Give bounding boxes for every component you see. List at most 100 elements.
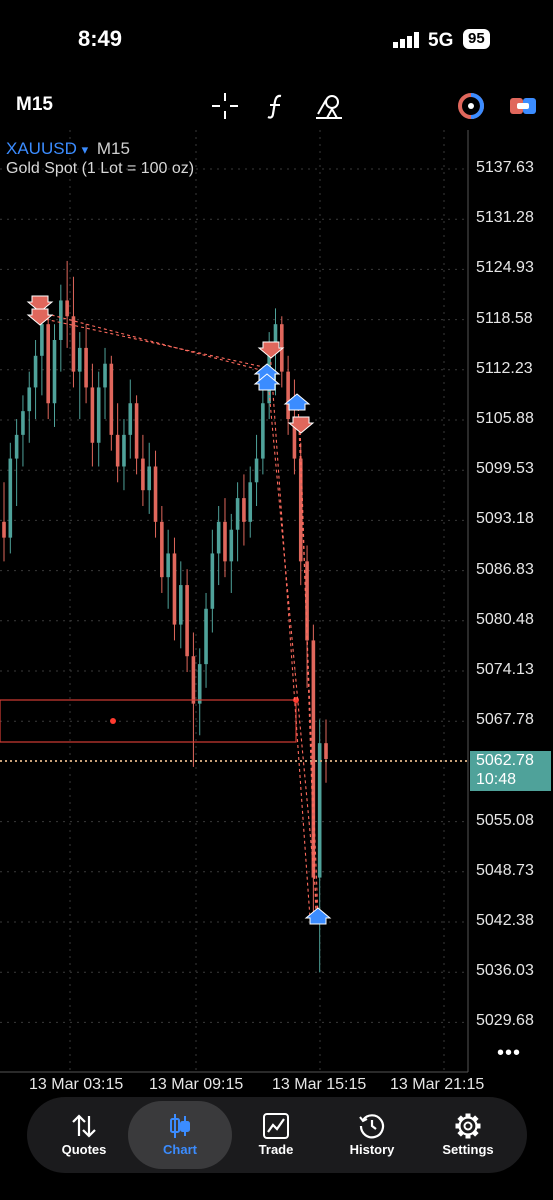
candle-body	[115, 434, 120, 467]
candle-body	[153, 466, 158, 522]
nav-chart[interactable]: Chart	[130, 1101, 230, 1169]
candle-body	[305, 561, 309, 641]
candle-body	[109, 363, 114, 435]
candle-body	[103, 363, 107, 388]
crosshair-icon[interactable]	[210, 92, 240, 120]
trade-panel-icon[interactable]	[508, 92, 538, 120]
time-tick-label: 13 Mar 03:15	[29, 1076, 124, 1093]
price-tick-label: 5137.63	[476, 159, 534, 176]
sell-arrow-markers	[26, 295, 315, 434]
candle-body	[292, 419, 297, 459]
price-tick-label: 5093.18	[476, 510, 534, 528]
candle-body	[59, 300, 63, 340]
candle-body	[324, 743, 328, 759]
price-tick-label: 5080.48	[476, 610, 534, 628]
price-tick-label: 5055.08	[476, 811, 534, 829]
candle-body	[77, 347, 82, 372]
current-price-badge	[470, 751, 551, 791]
objects-icon[interactable]	[314, 92, 344, 120]
nav-quotes[interactable]: Quotes	[34, 1101, 134, 1169]
candle-body	[317, 743, 322, 878]
candle-body	[46, 324, 50, 404]
candle-body	[210, 553, 215, 609]
chart-grid	[0, 130, 468, 1072]
status-time: 8:49	[78, 26, 123, 51]
gear-tooth	[465, 1133, 471, 1139]
network-type: 5G	[428, 30, 454, 51]
nav-history-label: History	[349, 1142, 395, 1157]
symbol-name: XAUUSD	[6, 139, 77, 158]
candle-body	[223, 521, 227, 562]
bottom-navigation	[27, 1097, 527, 1173]
candle-body	[90, 387, 95, 443]
candle-body	[216, 521, 221, 554]
candle-body	[33, 355, 38, 388]
candle-body	[96, 387, 101, 443]
nav-quotes-label: Quotes	[61, 1142, 107, 1157]
candle-body	[84, 347, 88, 388]
time-tick-label: 13 Mar 15:15	[272, 1076, 367, 1093]
nav-settings[interactable]: Settings	[418, 1101, 518, 1169]
chart-symbol[interactable]: XAUUSD ▾ M15	[6, 139, 130, 159]
price-tick-label: 5105.88	[476, 410, 534, 427]
candle-body	[298, 458, 303, 562]
nav-trade[interactable]: Trade	[226, 1101, 326, 1169]
nav-active-highlight	[128, 1101, 232, 1169]
time-tick-label: 13 Mar 09:15	[149, 1076, 244, 1093]
candle-body	[128, 403, 133, 435]
candle-body	[8, 458, 13, 538]
candle-body	[2, 521, 6, 538]
candlestick-series	[2, 260, 328, 973]
candle-body	[242, 498, 246, 522]
candle-body	[254, 458, 259, 483]
history-clock-icon	[359, 1114, 385, 1139]
bar-countdown-label: 10:48	[476, 771, 517, 788]
candle-body	[261, 403, 265, 459]
one-click-trading-icon[interactable]	[456, 92, 486, 120]
trade-history-lines	[39, 311, 319, 919]
candle-body	[147, 466, 152, 491]
candle-body	[40, 324, 44, 356]
price-tick-label: 5124.93	[476, 259, 534, 277]
trade-chart-icon	[263, 1113, 289, 1139]
nav-history[interactable]: History	[322, 1101, 422, 1169]
nav-chart-label: Chart	[163, 1142, 197, 1157]
candlestick-chart-icon	[170, 1114, 190, 1138]
candle-body	[229, 529, 234, 562]
candle-body	[14, 434, 19, 459]
candle-body	[134, 403, 139, 459]
price-tick-label: 5042.38	[476, 912, 534, 929]
rectangle-object	[0, 699, 297, 743]
price-chart[interactable]	[0, 130, 553, 1075]
more-options-icon[interactable]: •••	[497, 1042, 522, 1064]
candle-body	[191, 656, 196, 704]
price-tick-label: 5099.53	[476, 460, 534, 478]
nav-settings-label: Settings	[442, 1142, 494, 1157]
time-tick-label: 13 Mar 21:15	[390, 1076, 485, 1093]
quotes-arrows-icon	[72, 1114, 96, 1138]
price-tick-label: 5048.73	[476, 861, 534, 879]
gear-tooth	[465, 1113, 471, 1119]
battery-level: 95	[463, 29, 490, 49]
candle-body	[185, 585, 189, 657]
candle-body	[197, 664, 202, 704]
price-tick-label: 5112.23	[476, 359, 533, 377]
candle-body	[71, 316, 76, 372]
indicators-icon[interactable]	[262, 92, 292, 120]
symbol-dropdown-icon[interactable]: ▾	[81, 142, 89, 157]
candle-body	[27, 387, 32, 412]
price-tick-label: 5067.78	[476, 711, 534, 729]
current-price-label: 5062.78	[476, 752, 534, 769]
candle-body	[286, 371, 290, 420]
price-tick-label: 5086.83	[476, 560, 534, 578]
candle-body	[178, 585, 183, 625]
price-tick-label: 5074.13	[476, 661, 534, 678]
candle-body	[21, 411, 25, 435]
candle-body	[248, 482, 253, 522]
price-tick-label: 5131.28	[476, 209, 534, 227]
candle-body	[166, 553, 170, 578]
timeframe-button[interactable]: M15	[16, 94, 53, 115]
candle-body	[273, 324, 278, 348]
nav-trade-label: Trade	[258, 1142, 294, 1157]
candle-body	[204, 608, 208, 665]
